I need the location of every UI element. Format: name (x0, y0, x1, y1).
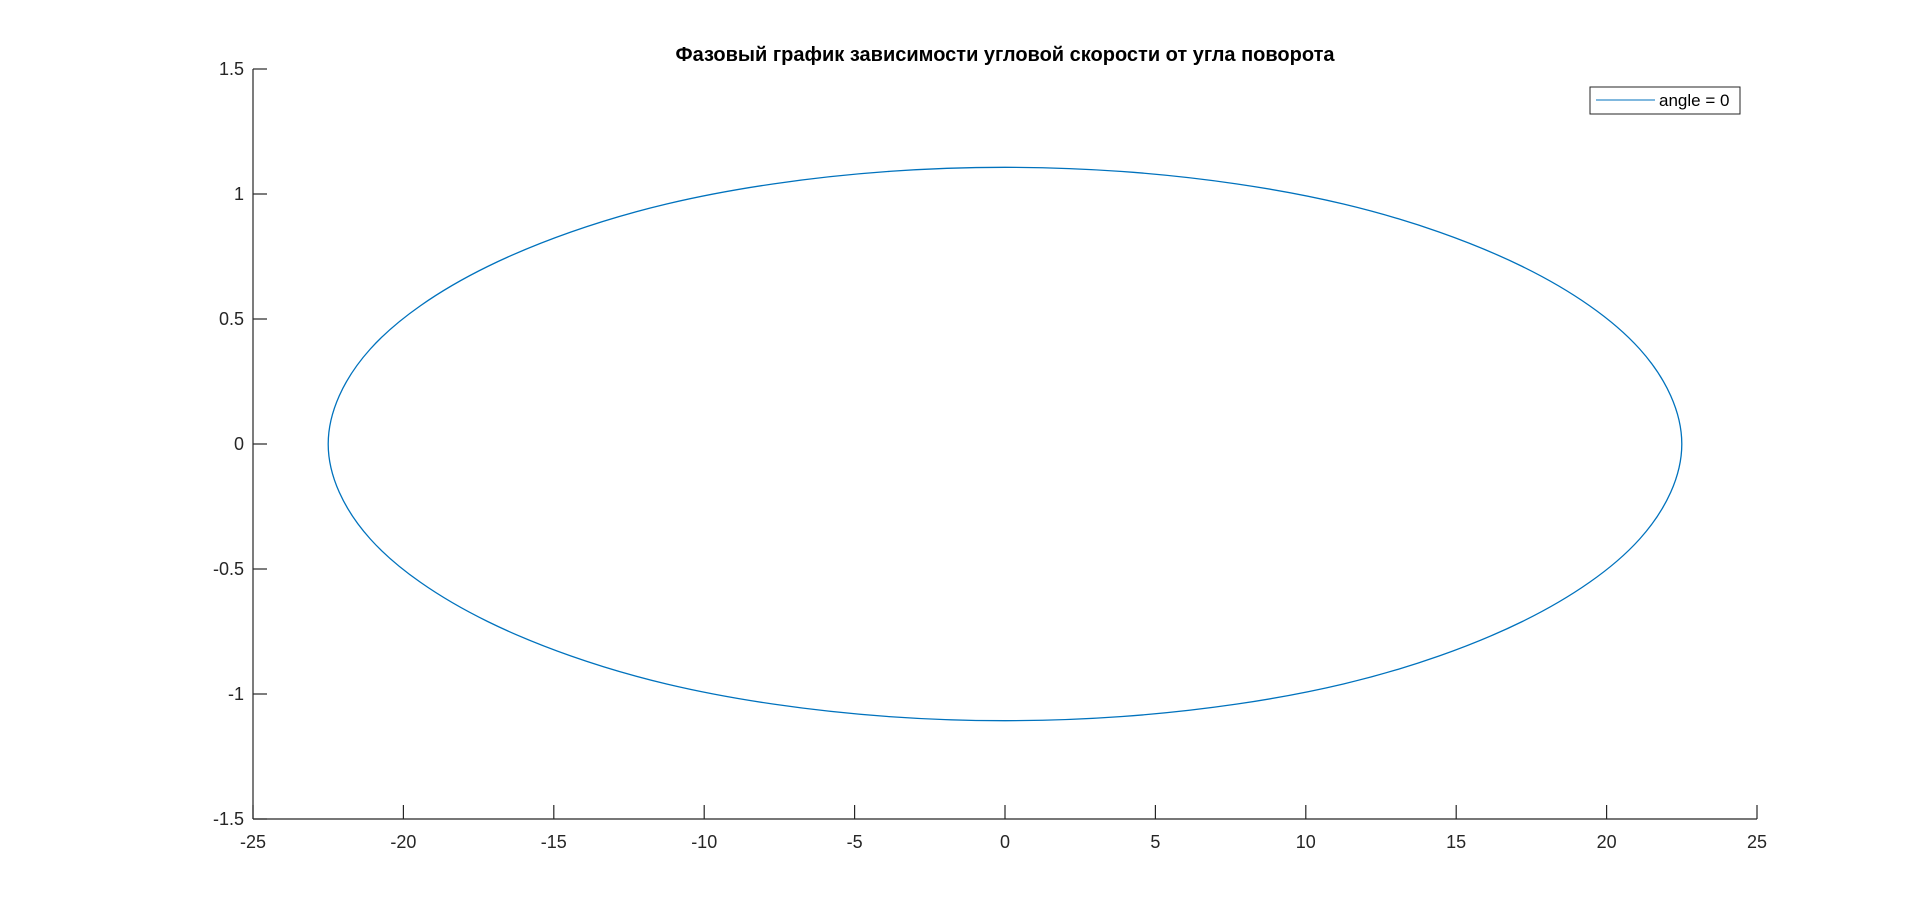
x-axis-ticks: -25 -20 -15 -10 -5 0 5 10 15 20 25 (240, 805, 1767, 852)
plot-area (253, 69, 1757, 819)
y-tick-label: 0.5 (219, 309, 244, 329)
y-tick-label: -1 (228, 684, 244, 704)
x-tick-label: 20 (1597, 832, 1617, 852)
series-line (327, 166, 1683, 722)
y-tick-label: 1.5 (219, 59, 244, 79)
y-tick-label: 0 (234, 434, 244, 454)
x-tick-label: -15 (541, 832, 567, 852)
y-axis-ticks: -1.5 -1 -0.5 0 0.5 1 1.5 (213, 59, 267, 829)
y-tick-label: -1.5 (213, 809, 244, 829)
y-tick-label: -0.5 (213, 559, 244, 579)
x-tick-label: -20 (390, 832, 416, 852)
y-tick-label: 1 (234, 184, 244, 204)
x-tick-label: 5 (1150, 832, 1160, 852)
legend-label: angle = 0 (1659, 91, 1729, 110)
x-tick-label: 25 (1747, 832, 1767, 852)
series-layer (327, 166, 1683, 722)
x-tick-label: -10 (691, 832, 717, 852)
x-tick-label: 10 (1296, 832, 1316, 852)
x-tick-label: -5 (847, 832, 863, 852)
x-tick-label: 0 (1000, 832, 1010, 852)
legend: angle = 0 (1589, 86, 1741, 115)
chart-title: Фазовый график зависимости угловой скоро… (676, 44, 1336, 66)
x-tick-label: 15 (1446, 832, 1466, 852)
x-tick-label: -25 (240, 832, 266, 852)
